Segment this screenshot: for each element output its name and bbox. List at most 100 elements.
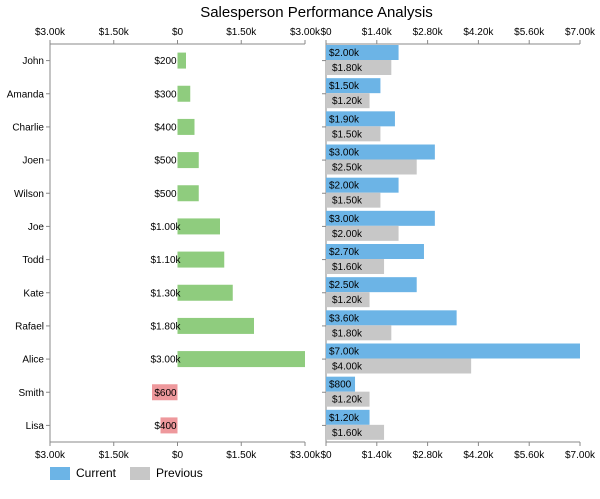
previous-value-label: $1.50k (332, 129, 363, 140)
current-bar (326, 376, 356, 392)
left-bottom-tick-label: $0 (172, 450, 184, 461)
legend-label-current: Current (76, 466, 117, 480)
previous-bar (326, 424, 385, 440)
previous-bar (326, 259, 385, 274)
change-bar (177, 351, 305, 368)
right-bottom-tick-label: $4.20k (463, 450, 494, 461)
left-top-tick-label: $1.50k (99, 27, 130, 38)
previous-bar (326, 192, 381, 208)
category-label: Joe (28, 222, 45, 233)
previous-value-label: $1.50k (332, 196, 363, 207)
change-value-label: $400 (154, 122, 177, 133)
change-bar (177, 52, 186, 69)
left-bottom-tick-label: $1.50k (99, 450, 130, 461)
current-value-label: $7.00k (329, 347, 360, 358)
current-value-label: $3.60k (329, 313, 360, 324)
previous-bar (326, 60, 392, 75)
right-top-tick-label: $0 (320, 27, 332, 38)
previous-bar (326, 358, 472, 374)
change-value-label: $1.30k (150, 288, 181, 299)
left-top-tick-label: $3.00k (290, 27, 321, 38)
left-bottom-tick-label: $3.00k (290, 450, 321, 461)
current-value-label: $1.20k (329, 413, 360, 424)
previous-value-label: $2.50k (332, 163, 363, 174)
current-value-label: $800 (329, 380, 352, 391)
legend-swatch-previous (130, 466, 151, 480)
change-value-label: $300 (154, 89, 177, 100)
current-bar (326, 343, 580, 359)
current-bar (326, 111, 395, 127)
right-top-tick-label: $1.40k (362, 27, 393, 38)
category-label: Smith (18, 388, 44, 399)
change-bar (177, 185, 199, 202)
change-value-label: $200 (154, 56, 177, 67)
change-bar (177, 317, 254, 334)
current-value-label: $2.70k (329, 247, 360, 258)
current-value-label: $1.50k (329, 81, 360, 92)
current-value-label: $2.50k (329, 280, 360, 291)
change-value-label: $1.10k (150, 255, 181, 266)
legend-item-current[interactable]: Current (50, 466, 116, 480)
right-bottom-tick-label: $5.60k (514, 450, 545, 461)
previous-bar (326, 93, 370, 109)
left-top-tick-label: $0 (172, 27, 184, 38)
legend-label-previous: Previous (156, 466, 203, 480)
change-bar (177, 251, 225, 268)
current-bar (326, 144, 435, 160)
previous-value-label: $1.20k (332, 395, 363, 406)
right-top-tick-label: $4.20k (463, 27, 494, 38)
change-bar (177, 284, 233, 301)
left-bottom-tick-label: $3.00k (35, 450, 66, 461)
category-label: Alice (22, 355, 44, 366)
change-value-label: $1.80k (150, 321, 181, 332)
category-label: Rafael (15, 321, 44, 332)
right-bottom-tick-label: $2.80k (413, 450, 444, 461)
legend-item-previous[interactable]: Previous (130, 466, 203, 480)
change-value-label: $3.00k (150, 355, 181, 366)
right-top-tick-label: $7.00k (565, 27, 596, 38)
category-label: Joen (22, 156, 44, 167)
previous-value-label: $4.00k (332, 362, 363, 373)
right-bottom-tick-label: $7.00k (565, 450, 596, 461)
category-label: Kate (23, 288, 44, 299)
change-value-label: $500 (154, 189, 177, 200)
legend-swatch-current (50, 466, 70, 480)
previous-bar (326, 126, 381, 142)
previous-value-label: $1.80k (332, 328, 363, 339)
previous-value-label: $1.20k (332, 295, 363, 306)
change-bar (177, 118, 195, 135)
current-value-label: $3.00k (329, 214, 360, 225)
previous-value-label: $1.80k (332, 63, 363, 74)
change-bar (177, 218, 220, 235)
change-bar (177, 152, 199, 169)
category-label: Todd (22, 255, 44, 266)
legend: Current Previous (50, 466, 217, 480)
change-value-label: $600 (154, 388, 177, 399)
current-bar (326, 78, 381, 94)
previous-bar (326, 159, 417, 175)
change-value-label: $500 (154, 156, 177, 167)
current-value-label: $2.00k (329, 181, 360, 192)
previous-bar (326, 391, 370, 407)
right-top-tick-label: $2.80k (413, 27, 444, 38)
category-label: Charlie (12, 122, 44, 133)
current-value-label: $2.00k (329, 48, 360, 59)
right-top-tick-label: $5.60k (514, 27, 545, 38)
current-bar (326, 177, 399, 193)
category-label: Amanda (7, 89, 45, 100)
previous-value-label: $1.60k (332, 262, 363, 273)
change-value-label: $400 (154, 421, 177, 432)
current-bar (326, 277, 417, 293)
left-top-tick-label: $3.00k (35, 27, 66, 38)
left-top-tick-label: $1.50k (226, 27, 257, 38)
current-value-label: $3.00k (329, 148, 360, 159)
category-label: John (22, 56, 44, 67)
change-bar (160, 417, 178, 434)
previous-bar (326, 225, 399, 241)
previous-value-label: $1.20k (332, 96, 363, 107)
category-label: Lisa (26, 421, 45, 432)
current-bar (326, 409, 370, 425)
current-value-label: $1.90k (329, 114, 360, 125)
right-bottom-tick-label: $1.40k (362, 450, 393, 461)
